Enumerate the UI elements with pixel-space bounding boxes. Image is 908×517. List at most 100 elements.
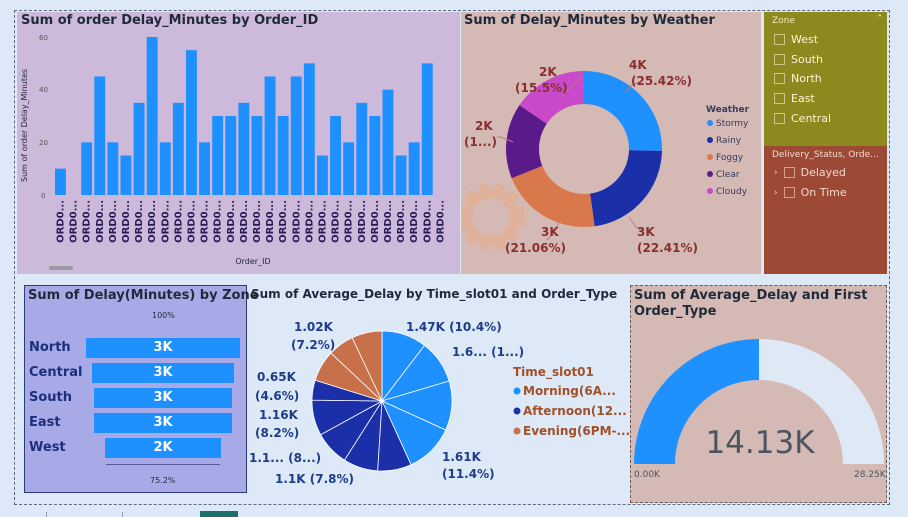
- bar[interactable]: [395, 155, 407, 196]
- bar-x-tick: ORD0...: [422, 200, 433, 243]
- bar-x-tick: ORD0...: [291, 200, 302, 243]
- bar[interactable]: [55, 168, 66, 195]
- bar[interactable]: [277, 116, 289, 195]
- bar-y-tick: 0: [41, 192, 45, 200]
- zone-option[interactable]: West: [774, 33, 818, 46]
- bar[interactable]: [159, 142, 171, 195]
- bar[interactable]: [343, 142, 355, 195]
- donut-label-value: 2K: [475, 119, 493, 133]
- bar[interactable]: [81, 142, 93, 195]
- funnel-bar[interactable]: 2K: [105, 438, 221, 458]
- checkbox[interactable]: [774, 113, 785, 124]
- donut-legend-item[interactable]: Stormy: [716, 119, 749, 129]
- delivery-status-slicer[interactable]: Delivery_Status, Orde... › Delayed › On Ti…: [764, 146, 887, 274]
- donut-slice[interactable]: [511, 165, 595, 228]
- pie-legend-item[interactable]: Evening(6PM-...: [523, 424, 629, 438]
- bar[interactable]: [172, 102, 184, 195]
- bar-x-tick: ORD0...: [134, 200, 145, 243]
- zone-option-label: Central: [791, 112, 832, 125]
- pie-slice[interactable]: [351, 330, 383, 402]
- donut-legend-item[interactable]: Foggy: [716, 153, 744, 163]
- gauge-min: 0.00K: [634, 470, 661, 480]
- pie-label: (7.2%): [291, 338, 335, 352]
- weather-donut-panel[interactable]: Sum of Delay_Minutes by Weather 4K (25.4…: [461, 12, 761, 274]
- funnel-bar[interactable]: 3K: [92, 363, 234, 383]
- chevron-right-icon[interactable]: ›: [774, 167, 778, 178]
- bar[interactable]: [382, 89, 394, 195]
- bar[interactable]: [146, 37, 158, 195]
- funnel-top-pct: 100%: [152, 311, 175, 320]
- funnel-label: Central: [29, 365, 83, 380]
- page-tab-indicator[interactable]: [200, 511, 238, 517]
- pie-label: (11.4%): [442, 467, 495, 481]
- funnel-bar[interactable]: 3K: [86, 338, 240, 358]
- bar[interactable]: [238, 102, 250, 195]
- pie-legend-item[interactable]: Afternoon(12...: [523, 404, 627, 418]
- bar[interactable]: [290, 76, 302, 196]
- bar[interactable]: [225, 116, 237, 195]
- bar[interactable]: [421, 63, 433, 196]
- bar-x-tick: ORD0...: [370, 200, 381, 243]
- status-option[interactable]: › On Time: [774, 186, 847, 199]
- legend-marker: [513, 387, 521, 395]
- checkbox[interactable]: [783, 167, 795, 178]
- funnel-bracket: [106, 464, 220, 465]
- donut-label-value: 3K: [637, 225, 655, 239]
- zone-option[interactable]: East: [774, 92, 815, 105]
- pie-legend-title: Time_slot01: [513, 365, 594, 380]
- bar-x-tick: ORD0...: [265, 200, 276, 243]
- bar[interactable]: [199, 142, 210, 195]
- status-option[interactable]: › Delayed: [774, 166, 846, 179]
- donut-legend-item[interactable]: Clear: [716, 170, 740, 180]
- funnel-bar[interactable]: 3K: [94, 388, 232, 408]
- bar[interactable]: [251, 116, 263, 195]
- bar[interactable]: [212, 116, 224, 195]
- zone-option[interactable]: South: [774, 53, 823, 66]
- bar[interactable]: [330, 116, 341, 195]
- horizontal-scrollbar[interactable]: [49, 266, 73, 270]
- zone-option[interactable]: Central: [774, 112, 831, 125]
- bar-x-tick: ORD0...: [396, 200, 407, 243]
- zone-funnel-panel[interactable]: Sum of Delay(Minutes) by Zone 100% North…: [24, 285, 259, 493]
- bar[interactable]: [317, 155, 328, 196]
- bar[interactable]: [408, 142, 420, 195]
- zone-slicer[interactable]: Zone ⌃ West South North East Central: [764, 12, 887, 146]
- bar[interactable]: [369, 116, 381, 195]
- bar[interactable]: [356, 102, 368, 195]
- donut-slice[interactable]: [590, 150, 662, 227]
- bar[interactable]: [303, 63, 315, 196]
- average-delay-gauge-panel[interactable]: Sum of Average_Delay and First Order_Typ…: [630, 285, 887, 503]
- bar-y-axis-label: Sum of order Delay_Minutes: [20, 69, 29, 182]
- bar[interactable]: [107, 142, 119, 195]
- chevron-up-icon[interactable]: ⌃: [876, 14, 884, 24]
- checkbox[interactable]: [774, 73, 785, 84]
- checkbox[interactable]: [774, 93, 785, 104]
- bar[interactable]: [264, 76, 276, 196]
- status-option-label: On Time: [800, 186, 847, 199]
- time-slot-pie-panel[interactable]: Sum of Average_Delay by Time_slot01 and …: [249, 285, 629, 498]
- bar[interactable]: [120, 155, 132, 196]
- donut-slice[interactable]: [519, 71, 584, 124]
- bar[interactable]: [186, 50, 197, 195]
- bar-chart-panel[interactable]: Sum of order Delay_Minutes by Order_ID S…: [17, 12, 460, 274]
- pie-legend-item[interactable]: Morning(6A...: [523, 384, 616, 398]
- donut-legend-item[interactable]: Cloudy: [716, 187, 748, 197]
- donut-slice[interactable]: [584, 71, 662, 152]
- funnel-bottom-pct: 75.2%: [150, 476, 176, 485]
- bar-x-tick: ORD0...: [357, 200, 368, 243]
- bar-x-tick: ORD0...: [82, 200, 93, 243]
- bar[interactable]: [133, 102, 145, 195]
- chevron-right-icon[interactable]: ›: [774, 187, 778, 198]
- bar[interactable]: [94, 76, 106, 196]
- checkbox[interactable]: [774, 54, 785, 65]
- bar-x-tick: ORD0...: [383, 200, 394, 243]
- checkbox[interactable]: [783, 187, 795, 198]
- bar-x-tick: ORD0...: [55, 200, 66, 243]
- zone-option[interactable]: North: [774, 72, 822, 85]
- donut-slice[interactable]: [506, 105, 547, 179]
- donut-legend-item[interactable]: Rainy: [716, 136, 742, 146]
- checkbox[interactable]: [774, 34, 785, 45]
- bar-x-tick: ORD0...: [435, 200, 446, 243]
- bar-x-tick: ORD0...: [252, 200, 263, 243]
- funnel-bar[interactable]: 3K: [94, 413, 232, 433]
